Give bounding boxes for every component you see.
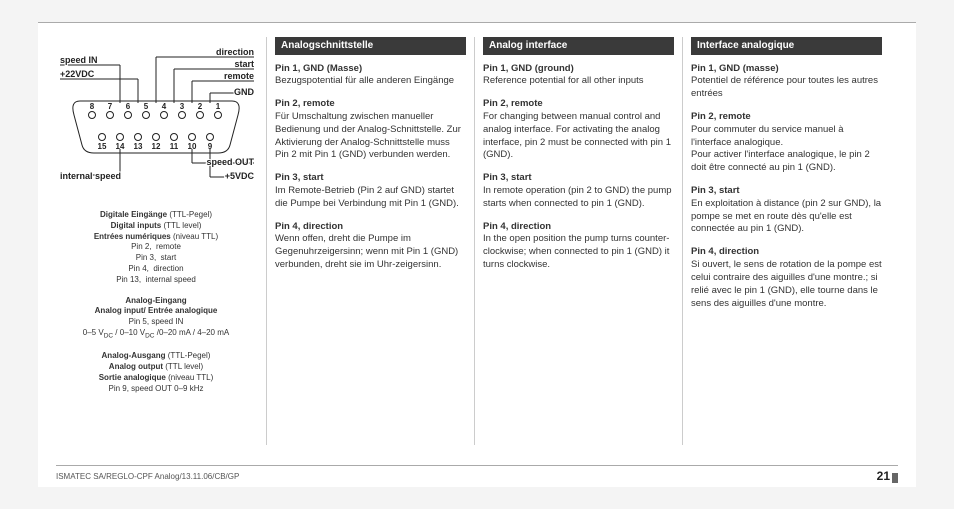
svg-text:12: 12 (152, 142, 161, 151)
column-en: Analog interface Pin 1, GND (ground)Refe… (474, 37, 682, 445)
svg-text:4: 4 (162, 102, 167, 111)
footer-ref: ISMATEC SA/REGLO-CPF Analog/13.11.06/CB/… (56, 472, 239, 481)
lbl-remote: remote (224, 71, 254, 81)
pin-title: Pin 3, start (483, 172, 674, 185)
legend-ain-pin: Pin 5, speed IN (56, 317, 256, 328)
lbl-direction: direction (216, 47, 254, 57)
page-number: 21 (877, 469, 890, 483)
pin-block: Pin 2, remoteFor changing between manual… (483, 98, 674, 162)
pin-title: Pin 1, GND (ground) (483, 63, 674, 76)
heading-de: Analogschnittstelle (275, 37, 466, 55)
pin-block: Pin 1, GND (ground)Reference potential f… (483, 63, 674, 89)
pin-title: Pin 4, direction (691, 246, 882, 259)
svg-text:2: 2 (198, 102, 203, 111)
svg-text:1: 1 (216, 102, 221, 111)
legend-digital-de: Digitale Eingänge (100, 210, 167, 219)
legend: Digitale Eingänge (TTL-Pegel) Digital in… (56, 210, 256, 395)
legend-analog-out: Analog-Ausgang (TTL-Pegel) Analog output… (56, 351, 256, 394)
pin-body: Si ouvert, le sens de rotation de la pom… (691, 259, 882, 310)
svg-text:15: 15 (98, 142, 107, 151)
svg-text:6: 6 (126, 102, 131, 111)
pin-body: In remote operation (pin 2 to GND) the p… (483, 185, 674, 211)
legend-digital-en: Digital inputs (111, 221, 162, 230)
pin-block: Pin 4, directionWenn offen, dreht die Pu… (275, 221, 466, 272)
pin-title: Pin 2, remote (275, 98, 466, 111)
pin-block: Pin 2, remoteFür Umschaltung zwischen ma… (275, 98, 466, 162)
lbl-speed-out: speed OUT (206, 157, 254, 167)
column-de: Analogschnittstelle Pin 1, GND (Masse)Be… (266, 37, 474, 445)
pin-body: Reference potential for all other inputs (483, 75, 674, 88)
svg-text:11: 11 (170, 142, 179, 151)
pin-body: Potentiel de référence pour toutes les a… (691, 75, 882, 101)
footer: ISMATEC SA/REGLO-CPF Analog/13.11.06/CB/… (56, 465, 898, 483)
legend-aout-de: Analog-Ausgang (102, 351, 166, 360)
pin-title: Pin 1, GND (Masse) (275, 63, 466, 76)
pin-block: Pin 3, startIn remote operation (pin 2 t… (483, 172, 674, 210)
pin-body: En exploitation à distance (pin 2 sur GN… (691, 198, 882, 236)
legend-digital-fr: Entrées numériques (94, 232, 171, 241)
legend-aout-en: Analog output (109, 362, 163, 371)
lbl-gnd: GND (234, 87, 255, 97)
pin-title: Pin 4, direction (275, 221, 466, 234)
pin-block: Pin 1, GND (Masse)Bezugspotential für al… (275, 63, 466, 89)
legend-row: Pin 3, start (56, 253, 256, 264)
pin-title: Pin 1, GND (masse) (691, 63, 882, 76)
pin-block: Pin 3, startEn exploitation à distance (… (691, 185, 882, 236)
legend-aout-pin: Pin 9, speed OUT 0–9 kHz (56, 384, 256, 395)
pin-block: Pin 4, directionIn the open position the… (483, 221, 674, 272)
legend-ain-range: 0–5 VDC / 0–10 VDC /0–20 mA / 4–20 mA (56, 328, 256, 341)
svg-text:5: 5 (144, 102, 149, 111)
legend-digital-fr-suf: (niveau TTL) (173, 232, 218, 241)
pin-title: Pin 4, direction (483, 221, 674, 234)
pin-body: Wenn offen, dreht die Pumpe im Gegenuhrz… (275, 233, 466, 271)
bottom-pins: 1514131211109 (98, 134, 214, 152)
svg-text:7: 7 (108, 102, 113, 111)
pin-block: Pin 1, GND (masse)Potentiel de référence… (691, 63, 882, 101)
legend-digital-en-suf: (TTL level) (163, 221, 201, 230)
top-pins: 8 7 6 5 4 3 2 1 (89, 102, 222, 119)
pin-block: Pin 2, remotePour commuter du service ma… (691, 111, 882, 175)
lbl-start: start (234, 59, 254, 69)
pin-block: Pin 3, startIm Remote-Betrieb (Pin 2 auf… (275, 172, 466, 210)
page-tick-icon (892, 473, 898, 483)
pin-body: Bezugspotential für alle anderen Eingäng… (275, 75, 466, 88)
pin-body: Im Remote-Betrieb (Pin 2 auf GND) starte… (275, 185, 466, 211)
legend-row: Pin 4, direction (56, 264, 256, 275)
pin-title: Pin 2, remote (483, 98, 674, 111)
pin-title: Pin 3, start (275, 172, 466, 185)
lbl-22v: +22VDC (60, 69, 95, 79)
svg-text:13: 13 (134, 142, 143, 151)
pin-title: Pin 2, remote (691, 111, 882, 124)
heading-fr: Interface analogique (691, 37, 882, 55)
pin-title: Pin 3, start (691, 185, 882, 198)
legend-aout-fr: Sortie analogique (99, 373, 166, 382)
connector-diagram: .lbl { font: bold 9px Arial; fill:#222; … (56, 37, 256, 197)
svg-text:8: 8 (90, 102, 95, 111)
legend-digital-de-suf: (TTL-Pegel) (169, 210, 212, 219)
pin-block: Pin 4, directionSi ouvert, le sens de ro… (691, 246, 882, 310)
lbl-internal-speed: internal speed (60, 171, 121, 181)
pin-body: In the open position the pump turns coun… (483, 233, 674, 271)
heading-en: Analog interface (483, 37, 674, 55)
diagram-column: .lbl { font: bold 9px Arial; fill:#222; … (56, 37, 266, 445)
svg-text:3: 3 (180, 102, 185, 111)
content-row: .lbl { font: bold 9px Arial; fill:#222; … (38, 23, 916, 453)
pin-body: Pour commuter du service manuel à l'inte… (691, 124, 882, 175)
lbl-5v: +5VDC (225, 171, 255, 181)
legend-row: Pin 2, remote (56, 242, 256, 253)
column-fr: Interface analogique Pin 1, GND (masse)P… (682, 37, 890, 445)
pin-body: For changing between manual control and … (483, 111, 674, 162)
legend-analog-in: Analog-Eingang Analog input/ Entrée anal… (56, 296, 256, 342)
legend-ain-en: Analog input/ Entrée analogique (56, 306, 256, 317)
legend-digital: Digitale Eingänge (TTL-Pegel) Digital in… (56, 210, 256, 286)
lbl-speed-in: speed IN (60, 55, 98, 65)
pin-body: Für Umschaltung zwischen manueller Bedie… (275, 111, 466, 162)
legend-row: Pin 13, internal speed (56, 275, 256, 286)
page: .lbl { font: bold 9px Arial; fill:#222; … (38, 22, 916, 487)
legend-ain-de: Analog-Eingang (56, 296, 256, 307)
